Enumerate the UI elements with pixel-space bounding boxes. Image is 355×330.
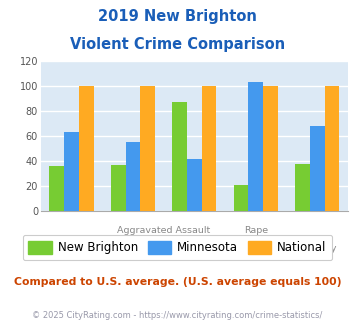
Text: Murder & Mans...: Murder & Mans... [123, 244, 204, 253]
Bar [310, 126, 324, 211]
Bar [202, 86, 217, 211]
Bar [111, 165, 126, 211]
Text: 2019 New Brighton: 2019 New Brighton [98, 9, 257, 24]
Bar [79, 86, 94, 211]
Bar [295, 164, 310, 211]
Text: Violent Crime Comparison: Violent Crime Comparison [70, 37, 285, 52]
Bar [324, 86, 339, 211]
Text: Aggravated Assault: Aggravated Assault [117, 226, 210, 235]
Bar [49, 166, 64, 211]
Legend: New Brighton, Minnesota, National: New Brighton, Minnesota, National [23, 235, 332, 260]
Text: © 2025 CityRating.com - https://www.cityrating.com/crime-statistics/: © 2025 CityRating.com - https://www.city… [32, 311, 323, 320]
Bar [64, 132, 79, 211]
Text: Robbery: Robbery [297, 244, 337, 253]
Text: Rape: Rape [244, 226, 268, 235]
Bar [234, 185, 248, 211]
Bar [263, 86, 278, 211]
Bar [126, 142, 140, 211]
Bar [187, 159, 202, 211]
Text: All Violent Crime: All Violent Crime [32, 244, 111, 253]
Bar [140, 86, 155, 211]
Bar [248, 82, 263, 211]
Bar [172, 102, 187, 211]
Text: Compared to U.S. average. (U.S. average equals 100): Compared to U.S. average. (U.S. average … [14, 278, 341, 287]
